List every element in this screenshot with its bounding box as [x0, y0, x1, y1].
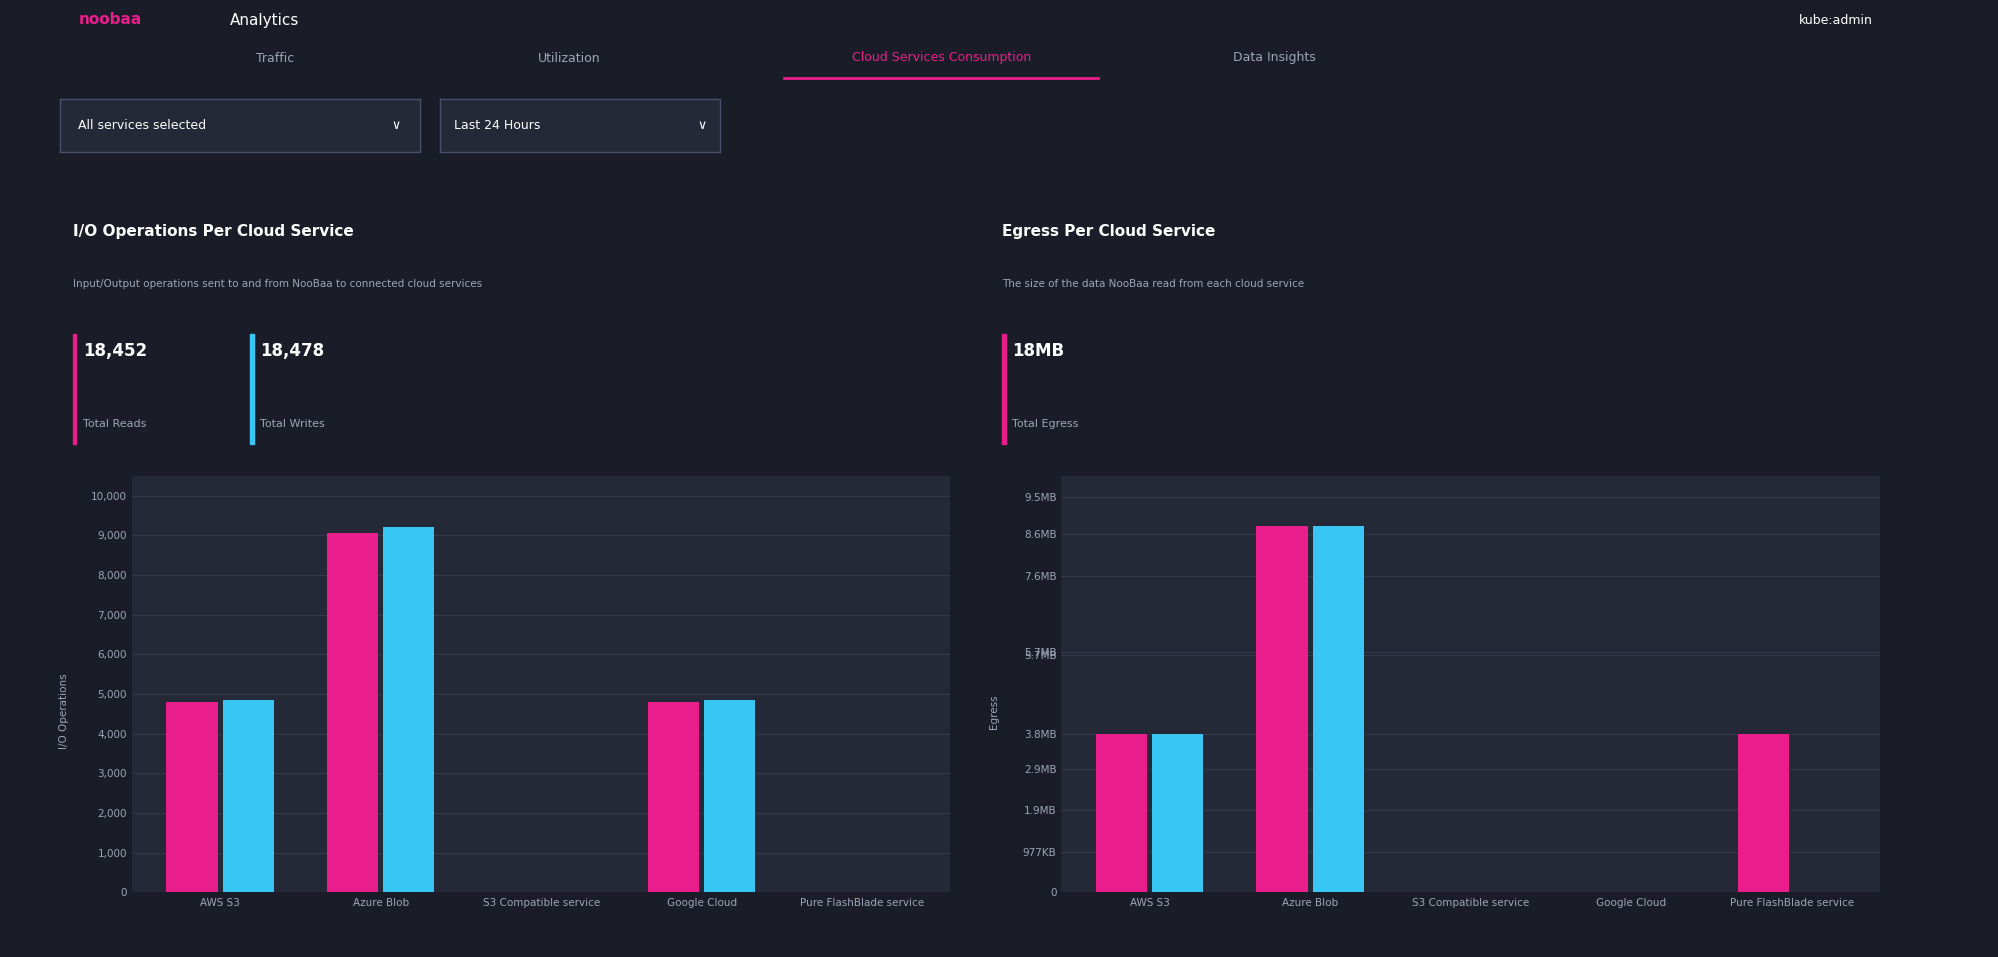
Bar	[166, 701, 218, 893]
Text: Data Insights: Data Insights	[1233, 52, 1315, 64]
Text: Traffic: Traffic	[256, 52, 294, 64]
Text: ∨: ∨	[697, 119, 705, 132]
Bar	[384, 527, 434, 893]
Text: Total Reads: Total Reads	[82, 418, 146, 429]
Text: Analytics: Analytics	[230, 12, 300, 28]
Text: ∨: ∨	[392, 119, 400, 132]
Text: 18,478: 18,478	[260, 343, 324, 360]
Bar	[222, 700, 274, 893]
Bar	[647, 701, 699, 893]
Bar	[328, 533, 378, 893]
Text: All services selected: All services selected	[78, 119, 206, 132]
Text: Egress Per Cloud Service: Egress Per Cloud Service	[1001, 224, 1215, 239]
Bar	[703, 700, 755, 893]
Bar	[250, 334, 254, 444]
Bar	[1736, 734, 1788, 893]
Text: Egress: Egress	[989, 694, 999, 729]
Text: Last 24 Hours: Last 24 Hours	[454, 119, 539, 132]
Text: 18,452: 18,452	[82, 343, 146, 360]
Text: Input/Output operations sent to and from NooBaa to connected cloud services: Input/Output operations sent to and from…	[72, 279, 482, 289]
Text: Utilization: Utilization	[537, 52, 599, 64]
Text: I/O Operations: I/O Operations	[60, 674, 70, 749]
Text: The size of the data NooBaa read from each cloud service: The size of the data NooBaa read from ea…	[1001, 279, 1305, 289]
Text: 18MB: 18MB	[1011, 343, 1063, 360]
Bar	[72, 334, 76, 444]
Text: I/O Operations Per Cloud Service: I/O Operations Per Cloud Service	[72, 224, 354, 239]
Text: noobaa: noobaa	[78, 12, 142, 28]
Bar	[1313, 525, 1363, 893]
Text: Total Egress: Total Egress	[1011, 418, 1079, 429]
Bar	[1095, 734, 1147, 893]
Text: Total Writes: Total Writes	[260, 418, 326, 429]
Text: kube:admin: kube:admin	[1798, 13, 1872, 27]
Bar	[1151, 734, 1203, 893]
Bar	[1257, 525, 1307, 893]
Bar	[1001, 334, 1005, 444]
Text: Cloud Services Consumption: Cloud Services Consumption	[851, 52, 1031, 64]
